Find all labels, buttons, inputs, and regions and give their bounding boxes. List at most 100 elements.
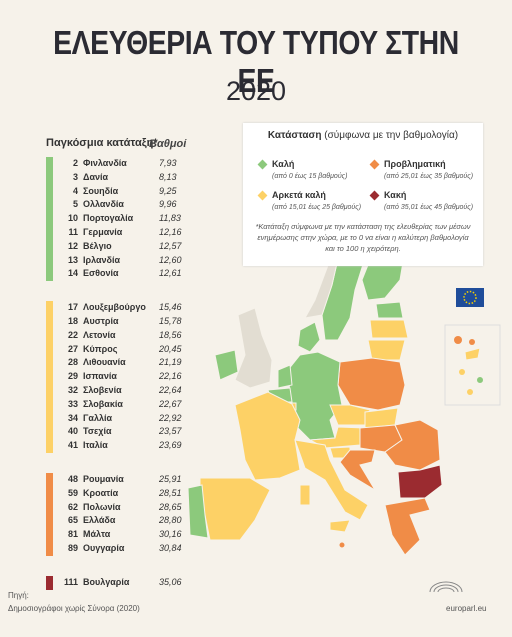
country: Ιταλία (83, 440, 108, 451)
legend-marker (369, 190, 380, 201)
country: Ρουμανία (83, 474, 124, 484)
legend-title-main: Κατάσταση (267, 130, 322, 141)
country: Κροατία (83, 487, 119, 498)
rank: 29 (67, 371, 78, 382)
country: Σουηδία (83, 185, 119, 196)
table-row: 40 Τσεχία 23,57 (56, 425, 196, 438)
cyprus (464, 347, 481, 361)
table-row: 59 Κροατία 28,51 (56, 487, 196, 500)
latvia (369, 319, 409, 339)
rank: 27 (67, 343, 78, 354)
uk (234, 307, 273, 389)
rank: 28 (67, 357, 78, 368)
score: 28,80 (159, 515, 182, 526)
eu-flag (456, 288, 484, 307)
country: Ολλανδία (83, 199, 124, 210)
table-row: 28 Λιθουανία 21,19 (56, 356, 196, 369)
legend-range: (από 35,01 έως 45 βαθμούς) (384, 204, 474, 211)
denmark (297, 321, 321, 353)
source: Δημοσιογράφοι χωρίς Σύνορα (2020) (8, 604, 140, 613)
score-header: Βαθμοί (149, 138, 187, 150)
malta (338, 541, 346, 549)
table-row: 41 Ιταλία 23,69 (56, 439, 196, 452)
legend-range: (από 0 έως 15 βαθμούς) (272, 173, 348, 180)
score: 18,56 (159, 329, 182, 340)
score: 30,84 (159, 543, 182, 553)
table-row: 34 Γαλλία 22,92 (56, 412, 196, 425)
inset-island (454, 336, 462, 344)
score: 23,69 (159, 440, 182, 451)
legend-marker (369, 159, 380, 170)
inset-island (469, 339, 475, 345)
country: Λιθουανία (83, 357, 126, 368)
poland (337, 357, 406, 411)
country: Γερμανία (83, 227, 123, 237)
table-row: 62 Πολωνία 28,65 (56, 501, 196, 514)
rank: 48 (67, 474, 78, 484)
rank: 65 (67, 515, 78, 526)
lithuania (367, 339, 406, 361)
rank: 89 (67, 543, 78, 553)
score: 28,65 (159, 501, 182, 512)
czechia (329, 404, 371, 426)
legend-title: Κατάσταση (σύμφωνα με την βαθμολογία) (243, 130, 483, 141)
country: Πολωνία (83, 501, 121, 512)
inset-island (467, 389, 473, 395)
rank: 59 (67, 487, 78, 498)
estonia (375, 301, 404, 319)
italy (294, 439, 369, 521)
site: europarl.eu (446, 604, 487, 613)
spain (199, 477, 271, 541)
legend-marker (257, 159, 268, 170)
table-row: 81 Μάλτα 30,16 (56, 528, 196, 541)
table-row: 32 Σλοβενία 22,64 (56, 384, 196, 397)
inset-island (459, 369, 465, 375)
country: Βέλγιο (83, 240, 112, 251)
score: 11,83 (159, 213, 181, 224)
score: 12,57 (159, 240, 182, 251)
table-row: 3 Δανία 8,13 (56, 171, 196, 184)
rank: 10 (67, 213, 78, 224)
score: 22,92 (159, 412, 182, 423)
year: 2020 (225, 76, 287, 106)
country: Εσθονία (83, 268, 119, 279)
legend-label: Καλή (272, 159, 295, 169)
rank: 3 (72, 171, 78, 182)
rank: 34 (67, 412, 78, 423)
parliament-logo (429, 581, 463, 593)
score: 23,57 (159, 426, 182, 437)
country: Κύπρος (83, 343, 118, 354)
rank: 14 (67, 268, 78, 279)
score: 15,46 (159, 302, 182, 313)
table-row: 111 Βουλγαρία 35,06 (56, 576, 196, 589)
country: Μάλτα (83, 529, 111, 540)
rank: 111 (63, 576, 78, 587)
country: Αυστρία (83, 316, 119, 326)
table-row: 65 Ελλάδα 28,80 (56, 514, 196, 527)
ireland (214, 349, 239, 381)
legend-note: *Κατάταξη σύμφωνα με την κατάσταση της ε… (255, 222, 471, 253)
eu-flag-stars (463, 290, 477, 305)
france (234, 391, 301, 481)
rank: 17 (67, 302, 78, 313)
country: Ιρλανδία (83, 254, 120, 265)
table-row: 27 Κύπρος 20,45 (56, 343, 196, 356)
country: Ισπανία (83, 371, 117, 382)
table-row: 89 Ουγγαρία 30,84 (56, 542, 196, 555)
score: 22,64 (159, 385, 182, 395)
country: Σλοβακία (83, 398, 123, 409)
score: 22,67 (159, 398, 182, 409)
country: Δανία (83, 171, 109, 182)
country: Βουλγαρία (83, 576, 130, 587)
score: 30,16 (159, 529, 182, 540)
legend-label: Αρκετά καλή (272, 190, 326, 200)
country: Πορτογαλία (83, 213, 134, 224)
table-row: 11 Γερμανία 12,16 (56, 226, 196, 239)
group-color-bar (46, 301, 53, 453)
country: Ελλάδα (83, 515, 116, 526)
inset (444, 324, 501, 406)
score: 8,13 (159, 171, 177, 182)
score: 9,25 (159, 185, 177, 196)
